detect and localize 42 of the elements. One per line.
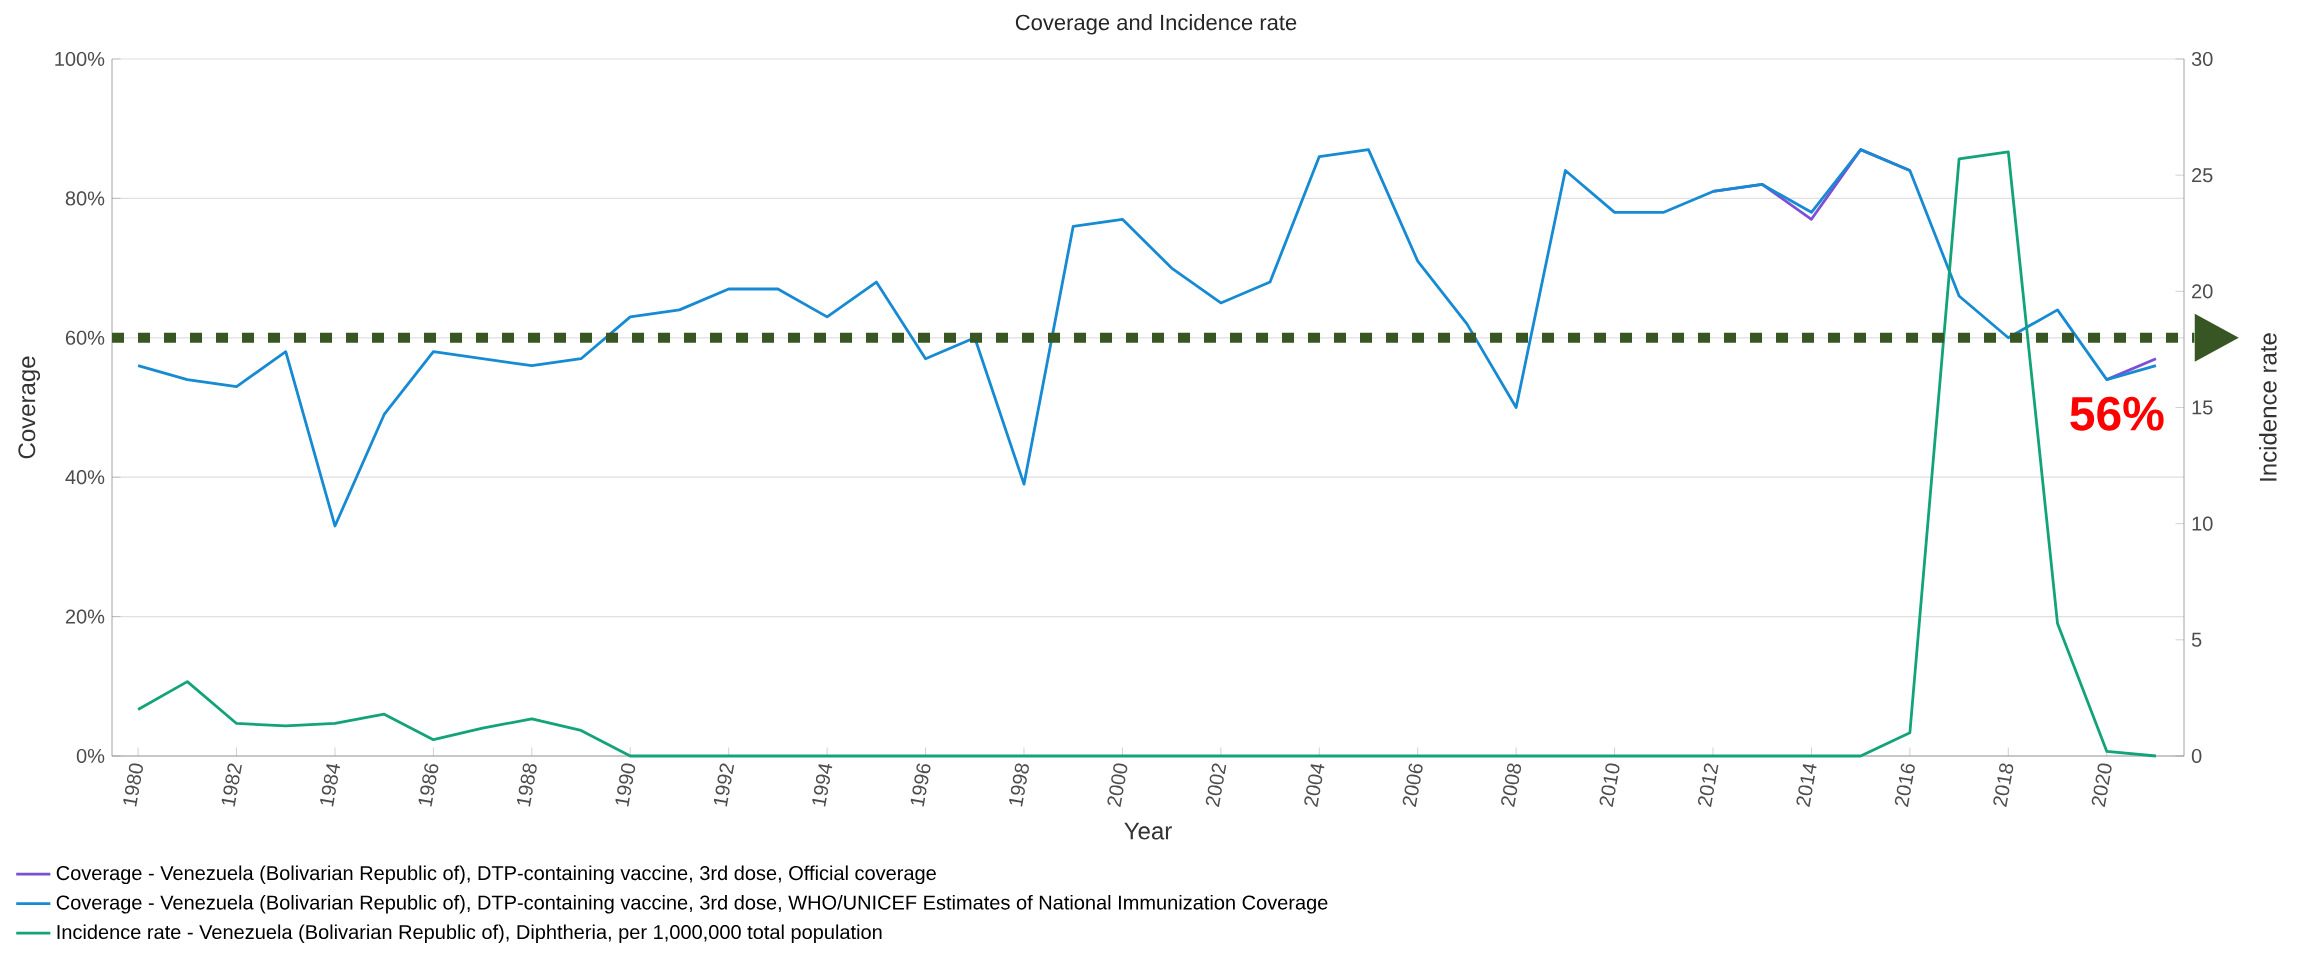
x-tick-label: 1994 [812,763,833,807]
x-tick-label: 2014 [1796,763,1817,807]
x-tick-label: 2008 [1501,763,1522,807]
x-tick-label: 2016 [1894,763,1915,807]
y-tick-label: 40% [65,470,105,485]
x-tick-label: 1984 [320,763,341,807]
y-tick-label: 80% [65,191,105,206]
x-tick-label: 1996 [910,763,931,807]
y-tick-label: 60% [65,330,105,345]
x-tick-label: 1982 [221,763,242,807]
y-tick-label: 20% [65,609,105,624]
chart-title: Coverage and Incidence rate [1015,14,1297,35]
x-tick-label: 2010 [1599,763,1620,807]
y-tick-label: 0% [76,748,105,764]
y2-tick-label: 20 [2192,284,2213,299]
y2-tick-label: 10 [2192,516,2213,531]
legend-label: Coverage - Venezuela (Bolivarian Republic of), DTP-containing vaccine, 3rd dose, Official coverage [56,865,936,885]
x-tick-label: 2012 [1697,763,1719,807]
x-tick-label: 1988 [517,763,537,807]
y2-tick-label: 15 [2192,400,2213,415]
y2-tick-label: 25 [2192,168,2213,183]
y2-tick-label: 0 [2191,748,2202,764]
annotation: 56% [2070,396,2164,431]
x-tick-label: 2004 [1304,763,1325,807]
x-tick-label: 2000 [1107,763,1128,807]
y2-tick-label: 30 [2191,51,2213,67]
x-tick-label: 1992 [713,763,735,807]
x-tick-label: 2020 [2091,763,2112,807]
legend-label: Incidence rate - Venezuela (Bolivarian Republic of), Diphtheria, per 1,000,000 total population [57,924,882,944]
x-tick-label: 2018 [1993,763,2014,807]
x-tick-label: 2002 [1205,763,1227,807]
y2-axis-title: Incidence rate [2259,333,2277,481]
x-tick-label: 1998 [1009,763,1029,807]
y-axis-title: Coverage [18,356,41,459]
y2-tick-label: 5 [2191,632,2202,647]
x-axis-title: Year [1124,822,1172,840]
y-tick-label: 100% [55,51,105,67]
legend-label: Coverage - Venezuela (Bolivarian Republic of), DTP-containing vaccine, 3rd dose, WHO/UNICEF Estimates of National Immunization Coverage [56,894,1328,914]
x-tick-label: 1986 [418,763,439,807]
x-tick-label: 1990 [615,763,636,807]
x-tick-label: 1980 [123,763,143,807]
x-tick-label: 2006 [1402,763,1423,807]
